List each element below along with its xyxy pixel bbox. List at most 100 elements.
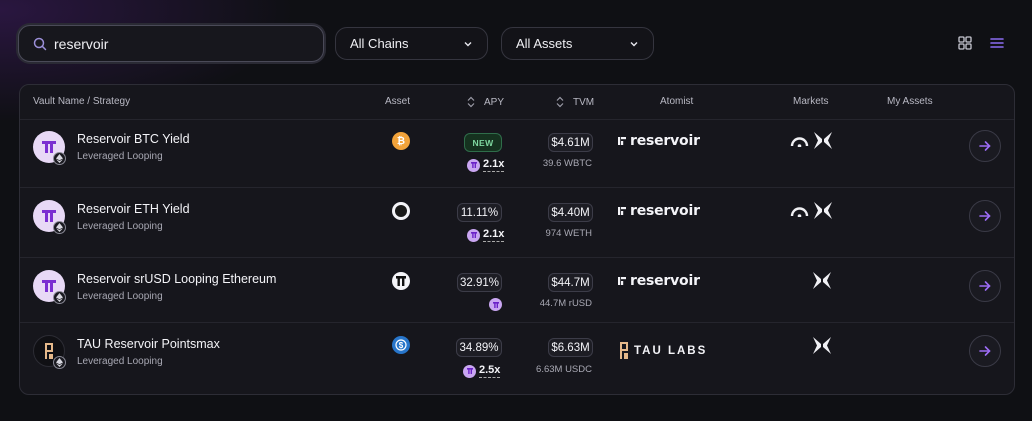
reservoir-logo-icon <box>42 141 56 153</box>
atomist-logo[interactable]: reservoir <box>618 203 700 219</box>
reservoir-mark-icon <box>618 207 626 215</box>
table-row[interactable]: Reservoir BTC Yield Leveraged Looping ₿ … <box>20 120 1014 188</box>
sort-icon <box>556 96 564 108</box>
chains-dropdown-label: All Chains <box>350 36 409 51</box>
bitcoin-icon: ₿ <box>392 132 410 150</box>
boost-badge[interactable] <box>489 298 502 311</box>
vault-strategy: Leveraged Looping <box>77 356 163 367</box>
butterfly-icon[interactable] <box>812 271 832 290</box>
arrow-right-icon <box>979 211 991 221</box>
usdc-icon: $ <box>392 336 410 354</box>
butterfly-icon[interactable] <box>813 131 833 150</box>
arrow-right-icon <box>979 141 991 151</box>
table-header: Vault Name / Strategy Asset APY TVM Atom… <box>20 85 1014 120</box>
boost-badge[interactable]: 2.1x <box>467 158 505 172</box>
header-my-assets: My Assets <box>887 96 933 107</box>
tvm-sub: 44.7M rUSD <box>539 298 592 309</box>
tvm-value: $6.63M <box>548 338 593 357</box>
boost-value: 2.5x <box>479 364 501 378</box>
header-vault: Vault Name / Strategy <box>33 96 131 107</box>
reservoir-points-icon <box>467 228 480 242</box>
vaults-table: Vault Name / Strategy Asset APY TVM Atom… <box>19 84 1015 395</box>
chains-dropdown[interactable]: All Chains <box>335 27 488 60</box>
morpho-icon[interactable] <box>790 135 809 147</box>
reservoir-mark-icon <box>618 137 626 145</box>
open-vault-button[interactable] <box>969 270 1001 302</box>
grid-view-button[interactable] <box>956 34 974 52</box>
reservoir-logo-icon <box>42 210 56 222</box>
table-row[interactable]: TAU Reservoir Pointsmax Leveraged Loopin… <box>20 323 1014 394</box>
open-vault-button[interactable] <box>969 335 1001 367</box>
tau-logo-icon <box>620 342 628 359</box>
reservoir-points-icon <box>467 158 480 172</box>
table-row[interactable]: Reservoir ETH Yield Leveraged Looping 11… <box>20 188 1014 258</box>
chevron-down-icon <box>630 41 638 46</box>
header-atomist: Atomist <box>660 96 694 107</box>
butterfly-icon[interactable] <box>813 201 833 220</box>
search-box[interactable] <box>18 25 324 62</box>
reservoir-points-icon <box>489 298 502 311</box>
tvm-sub: 974 WETH <box>545 228 592 239</box>
assets-dropdown[interactable]: All Assets <box>501 27 654 60</box>
sort-icon <box>467 96 475 108</box>
header-tvm-label: TVM <box>573 96 595 108</box>
list-icon <box>990 38 1004 48</box>
atomist-name: reservoir <box>630 133 700 149</box>
butterfly-icon[interactable] <box>812 336 832 355</box>
grid-icon <box>958 36 972 50</box>
atomist-logo[interactable]: TAU LABS <box>618 341 707 361</box>
markets-list <box>790 131 833 150</box>
apy-value: 32.91% <box>457 273 502 292</box>
vault-name[interactable]: Reservoir BTC Yield <box>77 132 190 146</box>
atomist-name: TAU LABS <box>634 345 708 357</box>
vault-name[interactable]: Reservoir ETH Yield <box>77 202 190 216</box>
tau-logo-icon <box>45 343 53 359</box>
svg-text:$: $ <box>399 341 404 350</box>
atomist-name: reservoir <box>630 273 700 289</box>
tvm-sub: 6.63M USDC <box>536 364 592 375</box>
reservoir-logo-icon <box>42 280 56 292</box>
new-badge: NEW <box>464 133 502 152</box>
tvm-value: $44.7M <box>548 273 593 292</box>
vault-strategy: Leveraged Looping <box>77 151 163 162</box>
ethereum-icon <box>53 152 66 165</box>
boost-value: 2.1x <box>483 228 505 242</box>
ethereum-icon <box>53 356 66 369</box>
header-apy[interactable]: APY <box>466 96 504 108</box>
vault-strategy: Leveraged Looping <box>77 221 163 232</box>
boost-value: 2.1x <box>483 158 505 172</box>
tvm-value: $4.61M <box>548 133 593 152</box>
search-icon <box>33 37 47 50</box>
header-apy-label: APY <box>484 96 505 108</box>
open-vault-button[interactable] <box>969 200 1001 232</box>
reservoir-points-icon <box>463 364 476 378</box>
atomist-logo[interactable]: reservoir <box>618 273 700 289</box>
boost-badge[interactable]: 2.1x <box>467 228 505 242</box>
markets-list <box>790 201 833 220</box>
header-asset: Asset <box>385 96 411 107</box>
boost-badge[interactable]: 2.5x <box>463 364 501 378</box>
arrow-right-icon <box>979 346 991 356</box>
markets-list <box>812 336 832 355</box>
apy-value: 34.89% <box>456 338 502 357</box>
search-input[interactable] <box>54 35 294 52</box>
chevron-down-icon <box>464 41 472 46</box>
list-view-button[interactable] <box>988 34 1006 52</box>
arrow-right-icon <box>979 281 991 291</box>
vault-name[interactable]: Reservoir srUSD Looping Ethereum <box>77 272 277 286</box>
ethereum-icon <box>53 291 66 304</box>
markets-list <box>812 271 832 290</box>
reservoir-mark-icon <box>618 277 626 285</box>
apy-value: 11.11% <box>457 203 502 222</box>
atomist-logo[interactable]: reservoir <box>618 133 700 149</box>
vault-strategy: Leveraged Looping <box>77 291 163 302</box>
open-vault-button[interactable] <box>969 130 1001 162</box>
header-markets: Markets <box>793 96 829 107</box>
weth-icon <box>392 202 410 220</box>
morpho-icon[interactable] <box>790 205 809 217</box>
header-tvm[interactable]: TVM <box>555 96 594 108</box>
table-row[interactable]: Reservoir srUSD Looping Ethereum Leverag… <box>20 258 1014 323</box>
tvm-value: $4.40M <box>548 203 593 222</box>
srusd-icon <box>392 272 410 290</box>
vault-name[interactable]: TAU Reservoir Pointsmax <box>77 337 220 351</box>
